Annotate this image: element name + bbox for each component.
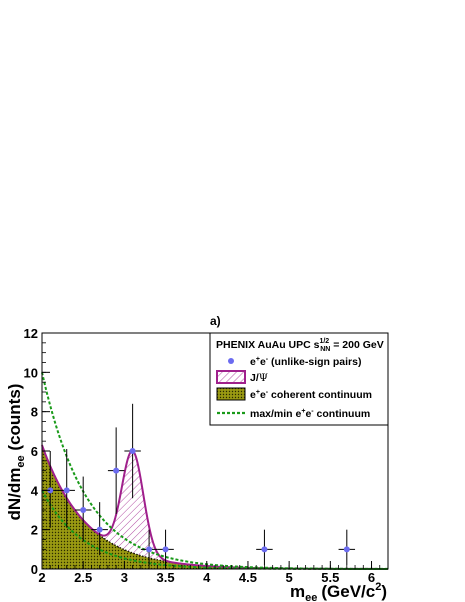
legend-label-maxmin: max/min e+e- continuum	[250, 408, 370, 420]
x-tick-label: 4	[203, 570, 211, 585]
x-tick-label: 3	[121, 570, 128, 585]
data-point	[74, 476, 92, 542]
data-point	[140, 529, 158, 566]
y-tick-label: 4	[31, 483, 39, 498]
legend-swatch-jpsi	[216, 370, 246, 384]
legend-label-continuum: e+e- coherent continuum	[250, 389, 372, 401]
data-point	[58, 449, 75, 528]
legend-swatch-continuum	[216, 387, 246, 401]
y-axis-title: dN/dmee (counts)	[5, 384, 27, 521]
y-tick-label: 6	[31, 444, 38, 459]
panel-label: a)	[210, 314, 221, 328]
x-tick-label: 4.5	[239, 570, 257, 585]
data-point	[338, 529, 356, 566]
data-marker	[162, 546, 169, 553]
data-marker	[80, 507, 87, 513]
x-tick-label: 2.5	[74, 570, 92, 585]
data-point	[157, 529, 174, 566]
x-tick-label: 3.5	[157, 570, 175, 585]
continuum-filled-area	[42, 445, 388, 569]
jpsi-hatched-area	[42, 445, 388, 569]
data-marker	[113, 467, 120, 474]
fill-layer	[42, 445, 388, 569]
data-point	[124, 403, 141, 499]
data-point	[256, 529, 273, 566]
legend-title: PHENIX AuAu UPC s1/2 NN = 200 GeV	[216, 338, 384, 353]
x-tick-label: 5	[286, 570, 293, 585]
y-tick-label: 0	[31, 562, 38, 577]
y-tick-label: 12	[24, 326, 38, 341]
legend-label-jpsi: J/Ψ	[250, 372, 268, 384]
x-tick-label: 5.5	[321, 570, 339, 585]
data-points	[42, 403, 356, 566]
x-tick-label: 6	[368, 570, 375, 585]
data-marker	[129, 448, 136, 454]
legend-marker-data	[228, 358, 234, 364]
data-marker	[63, 487, 70, 494]
x-axis-title: mee (GeV/c2)	[290, 581, 387, 602]
y-tick-label: 8	[31, 405, 38, 420]
legend-label-data: e+e- (unlike-sign pairs)	[250, 356, 361, 368]
y-tick-label: 2	[31, 523, 38, 538]
data-marker	[146, 546, 153, 553]
data-point	[91, 502, 108, 556]
data-marker	[47, 487, 54, 494]
x-tick-label: 2	[38, 570, 45, 585]
y-tick-label: 10	[24, 365, 38, 380]
legend: PHENIX AuAu UPC s1/2 NN = 200 GeV e+e- (u…	[209, 332, 389, 426]
data-marker	[343, 546, 350, 553]
data-marker	[261, 546, 268, 553]
data-marker	[96, 526, 103, 533]
data-point	[107, 427, 125, 514]
